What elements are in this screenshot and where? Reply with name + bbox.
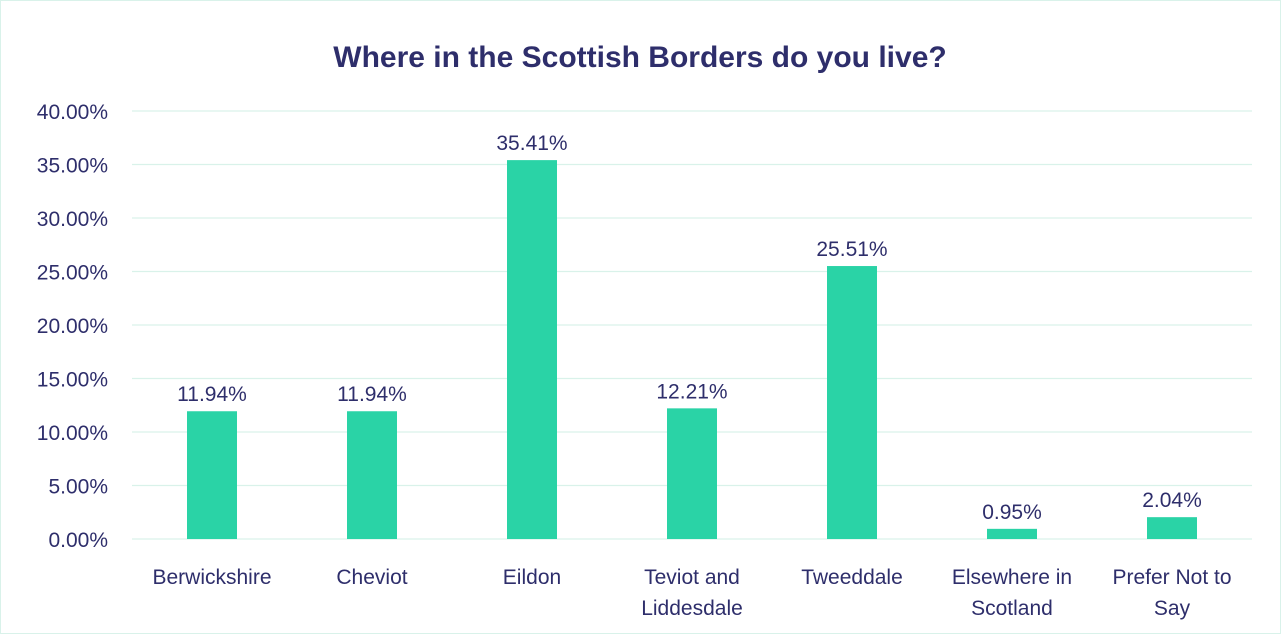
data-label: 35.41% [496,132,567,155]
x-category-label: Eildon [503,566,561,589]
y-tick-label: 10.00% [37,422,108,445]
data-label: 0.95% [982,501,1042,524]
x-category-label: Prefer Not to [1112,566,1231,589]
bar [827,266,877,539]
bar [987,528,1037,539]
bars [187,160,1197,539]
y-tick-label: 40.00% [37,101,108,124]
x-category-label: Say [1154,597,1191,620]
bar [507,160,557,539]
chart-title: Where in the Scottish Borders do you liv… [333,41,946,74]
x-category-label: Tweeddale [801,566,903,589]
x-category-label: Berwickshire [152,566,271,589]
bar [667,408,717,539]
data-labels: 11.94% 11.94% 35.41% 12.21% 25.51% 0.95% 2.04% [177,132,1202,524]
gridlines [132,110,1252,540]
y-tick-label: 15.00% [37,369,108,392]
data-label: 11.94% [177,383,247,406]
data-label: 12.21% [656,380,727,403]
y-tick-label: 35.00% [37,155,108,178]
x-category-label: Cheviot [336,566,407,589]
y-tick-label: 5.00% [48,476,108,499]
x-category-label: Scotland [971,597,1053,620]
y-tick-label: 25.00% [37,262,108,285]
data-label: 11.94% [337,383,407,406]
y-tick-label: 0.00% [48,529,108,552]
x-category-label: Elsewhere in [952,566,1072,589]
bar [187,411,237,539]
x-axis-category-labels: Berwickshire Cheviot Eildon Teviot and Lidde… [152,566,1231,620]
data-label: 2.04% [1142,489,1202,512]
y-tick-label: 20.00% [37,315,108,338]
data-label: 25.51% [816,238,887,261]
bar [347,411,397,539]
y-tick-label: 30.00% [37,208,108,231]
y-axis-tick-labels: 0.00% 5.00% 10.00% 15.00% 20.00% 25.00% 30.00%… [37,101,108,552]
x-category-label: Teviot and [644,566,740,589]
x-category-label: Liddesdale [641,597,743,620]
bar [1147,517,1197,539]
